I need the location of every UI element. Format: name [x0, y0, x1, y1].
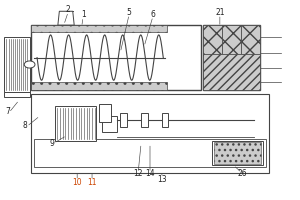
Text: 6: 6: [151, 10, 155, 19]
Text: 14: 14: [145, 169, 155, 178]
Bar: [4, 37, 30, 92]
Text: 2: 2: [66, 5, 70, 14]
Text: 5: 5: [127, 8, 132, 17]
Circle shape: [24, 61, 35, 68]
Bar: [212, 141, 263, 165]
Bar: [203, 25, 222, 54]
Text: 26: 26: [237, 169, 247, 178]
Text: 7: 7: [5, 107, 10, 116]
Text: 12: 12: [134, 169, 143, 178]
Bar: [162, 113, 168, 127]
Bar: [222, 25, 241, 54]
Bar: [203, 25, 260, 90]
Bar: [203, 54, 260, 90]
Text: 11: 11: [87, 178, 97, 187]
Bar: [31, 25, 166, 32]
Text: 10: 10: [72, 178, 82, 187]
Bar: [241, 25, 260, 54]
Bar: [102, 116, 117, 132]
Text: 21: 21: [215, 8, 225, 17]
Bar: [100, 104, 111, 122]
Bar: [4, 92, 30, 97]
Bar: [55, 106, 97, 141]
Bar: [31, 25, 200, 90]
Text: 9: 9: [50, 139, 54, 148]
Bar: [141, 113, 148, 127]
Text: 8: 8: [23, 121, 28, 130]
Bar: [31, 82, 166, 90]
Bar: [31, 94, 269, 173]
Polygon shape: [58, 11, 74, 25]
Bar: [120, 113, 127, 127]
Bar: [214, 142, 262, 164]
Text: 13: 13: [157, 175, 167, 184]
Text: 1: 1: [81, 10, 85, 19]
Bar: [34, 139, 266, 167]
